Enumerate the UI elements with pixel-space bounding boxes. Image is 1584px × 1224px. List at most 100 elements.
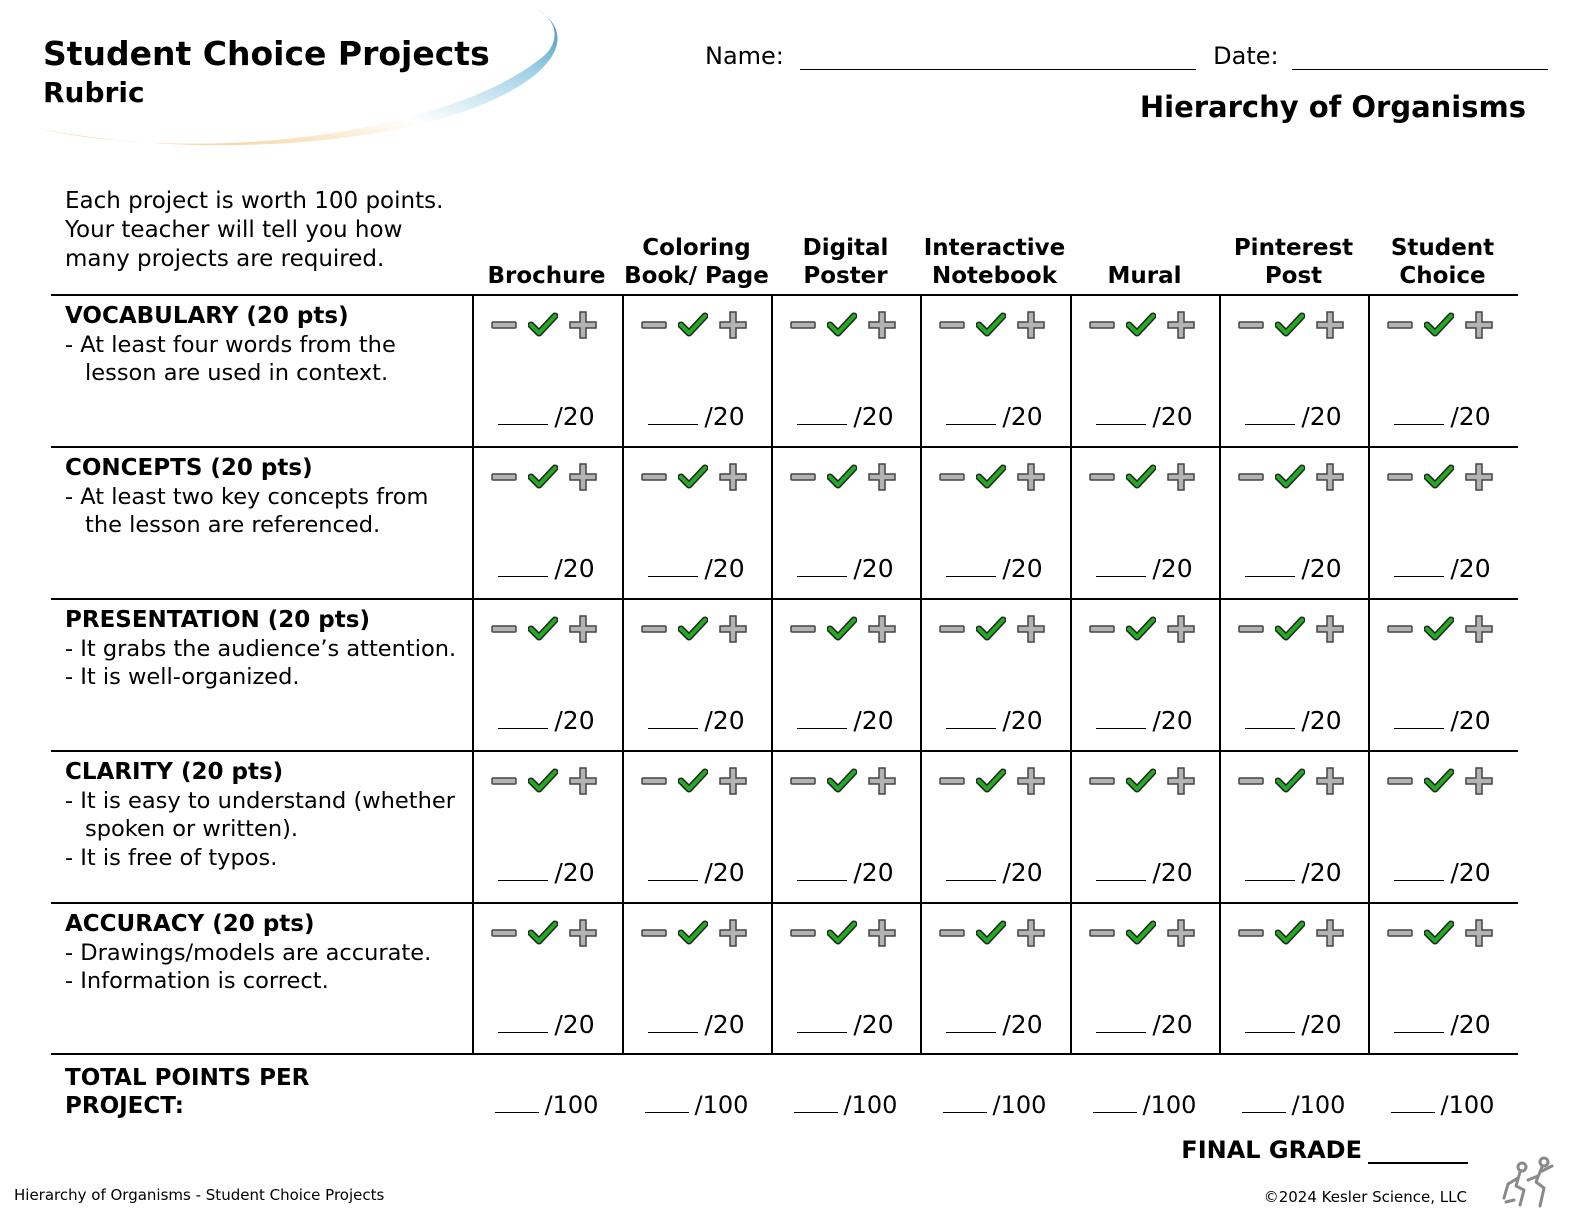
plus-icon[interactable] <box>718 918 748 948</box>
score-blank[interactable] <box>1245 554 1296 577</box>
score-blank[interactable] <box>1245 402 1296 425</box>
plus-icon[interactable] <box>568 310 598 340</box>
minus-icon[interactable] <box>789 311 817 339</box>
check-icon[interactable] <box>678 767 708 795</box>
check-icon[interactable] <box>1275 615 1305 643</box>
score-blank[interactable] <box>1245 706 1296 729</box>
plus-icon[interactable] <box>718 614 748 644</box>
score-blank[interactable] <box>648 554 699 577</box>
score-blank[interactable] <box>648 402 699 425</box>
score-blank[interactable] <box>1096 554 1147 577</box>
minus-icon[interactable] <box>490 919 518 947</box>
check-icon[interactable] <box>528 767 558 795</box>
minus-icon[interactable] <box>640 311 668 339</box>
score-blank[interactable] <box>946 858 997 881</box>
minus-icon[interactable] <box>640 767 668 795</box>
minus-icon[interactable] <box>1088 767 1116 795</box>
score-blank[interactable] <box>498 858 549 881</box>
minus-icon[interactable] <box>938 311 966 339</box>
check-icon[interactable] <box>1424 615 1454 643</box>
check-icon[interactable] <box>1424 767 1454 795</box>
total-blank[interactable] <box>494 1090 539 1113</box>
minus-icon[interactable] <box>490 311 518 339</box>
check-icon[interactable] <box>528 919 558 947</box>
minus-icon[interactable] <box>789 615 817 643</box>
plus-icon[interactable] <box>1464 310 1494 340</box>
minus-icon[interactable] <box>1088 919 1116 947</box>
plus-icon[interactable] <box>718 310 748 340</box>
date-field[interactable] <box>1292 43 1549 70</box>
minus-icon[interactable] <box>1237 767 1265 795</box>
score-blank[interactable] <box>946 554 997 577</box>
plus-icon[interactable] <box>1166 766 1196 796</box>
minus-icon[interactable] <box>938 767 966 795</box>
plus-icon[interactable] <box>1016 310 1046 340</box>
score-blank[interactable] <box>648 1010 699 1033</box>
minus-icon[interactable] <box>1088 311 1116 339</box>
check-icon[interactable] <box>976 919 1006 947</box>
score-blank[interactable] <box>648 706 699 729</box>
score-blank[interactable] <box>797 554 848 577</box>
plus-icon[interactable] <box>568 462 598 492</box>
check-icon[interactable] <box>827 919 857 947</box>
minus-icon[interactable] <box>1386 767 1414 795</box>
check-icon[interactable] <box>678 919 708 947</box>
plus-icon[interactable] <box>867 766 897 796</box>
score-blank[interactable] <box>1096 858 1147 881</box>
plus-icon[interactable] <box>1464 614 1494 644</box>
minus-icon[interactable] <box>1237 919 1265 947</box>
minus-icon[interactable] <box>1386 311 1414 339</box>
score-blank[interactable] <box>498 554 549 577</box>
check-icon[interactable] <box>1275 463 1305 491</box>
name-field[interactable] <box>799 43 1196 70</box>
minus-icon[interactable] <box>640 919 668 947</box>
minus-icon[interactable] <box>789 919 817 947</box>
score-blank[interactable] <box>946 402 997 425</box>
minus-icon[interactable] <box>938 615 966 643</box>
check-icon[interactable] <box>827 311 857 339</box>
score-blank[interactable] <box>946 706 997 729</box>
minus-icon[interactable] <box>938 463 966 491</box>
minus-icon[interactable] <box>789 767 817 795</box>
score-blank[interactable] <box>1394 706 1445 729</box>
minus-icon[interactable] <box>1237 463 1265 491</box>
check-icon[interactable] <box>827 463 857 491</box>
minus-icon[interactable] <box>1386 919 1414 947</box>
score-blank[interactable] <box>648 858 699 881</box>
plus-icon[interactable] <box>1166 614 1196 644</box>
minus-icon[interactable] <box>640 463 668 491</box>
score-blank[interactable] <box>1394 1010 1445 1033</box>
score-blank[interactable] <box>1096 706 1147 729</box>
plus-icon[interactable] <box>568 766 598 796</box>
plus-icon[interactable] <box>568 918 598 948</box>
plus-icon[interactable] <box>1315 766 1345 796</box>
plus-icon[interactable] <box>1315 918 1345 948</box>
plus-icon[interactable] <box>1464 462 1494 492</box>
check-icon[interactable] <box>1126 615 1156 643</box>
check-icon[interactable] <box>1424 919 1454 947</box>
total-blank[interactable] <box>1390 1090 1435 1113</box>
plus-icon[interactable] <box>718 462 748 492</box>
score-blank[interactable] <box>1096 402 1147 425</box>
minus-icon[interactable] <box>1237 615 1265 643</box>
minus-icon[interactable] <box>1237 311 1265 339</box>
plus-icon[interactable] <box>867 918 897 948</box>
minus-icon[interactable] <box>1088 615 1116 643</box>
check-icon[interactable] <box>827 615 857 643</box>
check-icon[interactable] <box>1424 311 1454 339</box>
minus-icon[interactable] <box>1088 463 1116 491</box>
score-blank[interactable] <box>498 1010 549 1033</box>
final-grade-field[interactable] <box>1368 1138 1468 1164</box>
plus-icon[interactable] <box>1166 462 1196 492</box>
score-blank[interactable] <box>1394 402 1445 425</box>
plus-icon[interactable] <box>1016 918 1046 948</box>
check-icon[interactable] <box>678 463 708 491</box>
plus-icon[interactable] <box>1315 310 1345 340</box>
check-icon[interactable] <box>1275 311 1305 339</box>
minus-icon[interactable] <box>789 463 817 491</box>
score-blank[interactable] <box>797 706 848 729</box>
minus-icon[interactable] <box>1386 615 1414 643</box>
minus-icon[interactable] <box>640 615 668 643</box>
plus-icon[interactable] <box>1016 766 1046 796</box>
check-icon[interactable] <box>976 615 1006 643</box>
